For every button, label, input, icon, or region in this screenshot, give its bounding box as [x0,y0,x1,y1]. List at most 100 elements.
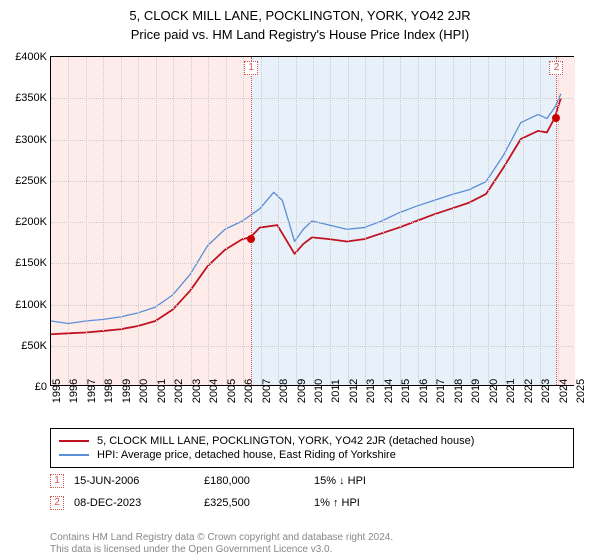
transaction-price: £180,000 [204,475,304,487]
gridline-x [558,57,559,385]
gridline-x [296,57,297,385]
x-axis-label: 2008 [278,379,290,403]
y-axis-label: £200K [15,216,47,228]
x-axis-label: 1999 [121,379,133,403]
gridline-x [470,57,471,385]
transaction-date: 08-DEC-2023 [74,497,194,509]
x-axis-label: 2002 [173,379,185,403]
chart-plot-area: £0£50K£100K£150K£200K£250K£300K£350K£400… [50,56,574,386]
x-axis-label: 2014 [383,379,395,403]
y-axis-label: £100K [15,299,47,311]
table-row: 2 08-DEC-2023 £325,500 1% ↑ HPI [50,492,574,514]
y-axis-label: £0 [35,381,47,393]
hpi-diff: 1% ↑ HPI [314,497,434,509]
x-axis-label: 2010 [313,379,325,403]
gridline-y [51,346,573,347]
gridline-x [68,57,69,385]
chart-title: 5, CLOCK MILL LANE, POCKLINGTON, YORK, Y… [0,0,600,23]
chart-subtitle: Price paid vs. HM Land Registry's House … [0,23,600,42]
gridline-x [418,57,419,385]
gridline-x [86,57,87,385]
gridline-x [103,57,104,385]
x-axis-label: 2005 [226,379,238,403]
x-axis-label: 2007 [261,379,273,403]
x-axis-label: 2019 [470,379,482,403]
gridline-x [191,57,192,385]
x-axis-label: 2018 [453,379,465,403]
x-axis-label: 2004 [208,379,220,403]
x-axis-label: 2023 [540,379,552,403]
gridline-y [51,222,573,223]
gridline-y [51,98,573,99]
gridline-x [400,57,401,385]
marker-line [251,57,252,385]
gridline-x [488,57,489,385]
gridline-x [453,57,454,385]
x-axis-label: 2009 [296,379,308,403]
gridline-x [540,57,541,385]
gridline-x [173,57,174,385]
series-line-price_paid [51,98,561,334]
gridline-y [51,181,573,182]
x-axis-label: 2011 [330,379,342,403]
y-axis-label: £350K [15,92,47,104]
footer-attribution: Contains HM Land Registry data © Crown c… [50,532,574,556]
x-axis-label: 2021 [505,379,517,403]
y-axis-label: £50K [21,340,47,352]
legend-swatch [59,454,89,456]
gridline-x [138,57,139,385]
gridline-x [383,57,384,385]
marker-line [556,57,557,385]
legend: 5, CLOCK MILL LANE, POCKLINGTON, YORK, Y… [50,428,574,468]
x-axis-label: 2003 [191,379,203,403]
gridline-y [51,305,573,306]
gridline-x [330,57,331,385]
transaction-table: 1 15-JUN-2006 £180,000 15% ↓ HPI 2 08-DE… [50,470,574,514]
x-axis-label: 2022 [523,379,535,403]
gridline-x [156,57,157,385]
x-axis-label: 2000 [138,379,150,403]
marker-dot [247,235,255,243]
y-axis-label: £300K [15,134,47,146]
x-axis-label: 1995 [51,379,63,403]
x-axis-label: 2025 [575,379,587,403]
legend-swatch [59,440,89,442]
gridline-x [208,57,209,385]
transaction-date: 15-JUN-2006 [74,475,194,487]
y-axis-label: £250K [15,175,47,187]
x-axis-label: 2013 [365,379,377,403]
x-axis-label: 2012 [348,379,360,403]
gridline-x [523,57,524,385]
table-row: 1 15-JUN-2006 £180,000 15% ↓ HPI [50,470,574,492]
legend-label: HPI: Average price, detached house, East… [97,449,396,461]
transaction-price: £325,500 [204,497,304,509]
gridline-y [51,263,573,264]
x-axis-label: 2006 [243,379,255,403]
gridline-x [278,57,279,385]
x-axis-label: 2015 [400,379,412,403]
gridline-y [51,140,573,141]
hpi-diff: 15% ↓ HPI [314,475,434,487]
legend-item: HPI: Average price, detached house, East… [59,449,565,461]
legend-label: 5, CLOCK MILL LANE, POCKLINGTON, YORK, Y… [97,435,474,447]
series-line-hpi [51,94,561,324]
x-axis-label: 2016 [418,379,430,403]
marker-dot [552,114,560,122]
chart-container: 5, CLOCK MILL LANE, POCKLINGTON, YORK, Y… [0,0,600,560]
legend-item: 5, CLOCK MILL LANE, POCKLINGTON, YORK, Y… [59,435,565,447]
marker-number: 1 [50,474,64,488]
marker-box: 1 [244,61,258,75]
gridline-x [313,57,314,385]
gridline-x [226,57,227,385]
gridline-x [348,57,349,385]
chart-svg [51,57,573,385]
y-axis-label: £150K [15,257,47,269]
x-axis-label: 1998 [103,379,115,403]
x-axis-label: 1997 [86,379,98,403]
x-axis-label: 2024 [558,379,570,403]
footer-line: This data is licensed under the Open Gov… [50,544,574,556]
x-axis-label: 2020 [488,379,500,403]
gridline-x [121,57,122,385]
footer-line: Contains HM Land Registry data © Crown c… [50,532,574,544]
marker-number: 2 [50,496,64,510]
